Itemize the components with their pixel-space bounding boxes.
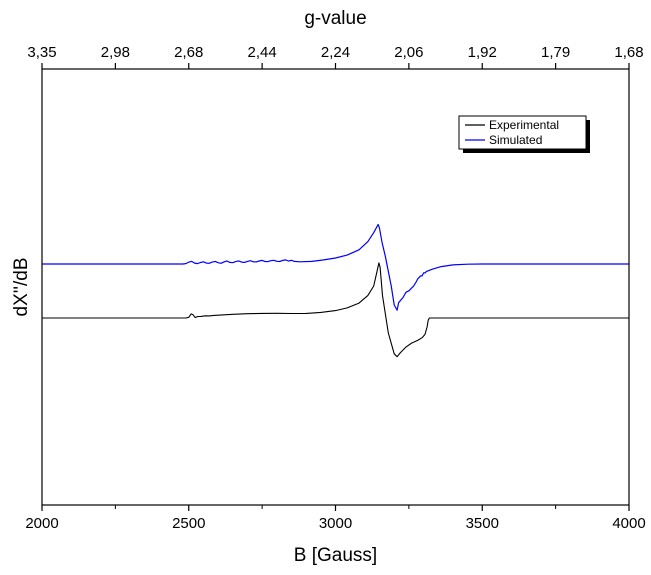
series-line-simulated (42, 223, 629, 311)
x-tick-label: 2000 (25, 515, 58, 532)
bottom-axis-title: B [Gauss] (294, 545, 377, 566)
axes-layer: 2000 2500 3000 3500 4000 3,35 2,98 2,68 2,44 2,24… (25, 44, 645, 532)
x-tick-label: 2500 (172, 515, 205, 532)
x2-tick-label: 1,92 (468, 44, 497, 61)
x2-tick-label: 1,68 (614, 44, 643, 61)
curves-layer (42, 223, 629, 358)
x-tick-label: 4000 (612, 515, 645, 532)
legend-label: Simulated (489, 133, 542, 147)
legend-box (458, 115, 587, 150)
x2-tick-label: 2,06 (394, 44, 423, 61)
y-axis-title: dX''/dB (11, 257, 32, 316)
series-line-experimental (42, 262, 629, 358)
x2-tick-label: 2,68 (174, 44, 203, 61)
x2-tick-label: 3,35 (27, 44, 56, 61)
x2-tick-label: 2,44 (248, 44, 277, 61)
x2-tick-label: 1,79 (541, 44, 570, 61)
x-tick-label: 3500 (466, 515, 499, 532)
x2-tick-label: 2,98 (101, 44, 130, 61)
legend-label: Experimental (489, 118, 559, 132)
top-axis-title: g-value (304, 8, 366, 29)
x2-tick-label: 2,24 (321, 44, 350, 61)
x-tick-label: 3000 (319, 515, 352, 532)
